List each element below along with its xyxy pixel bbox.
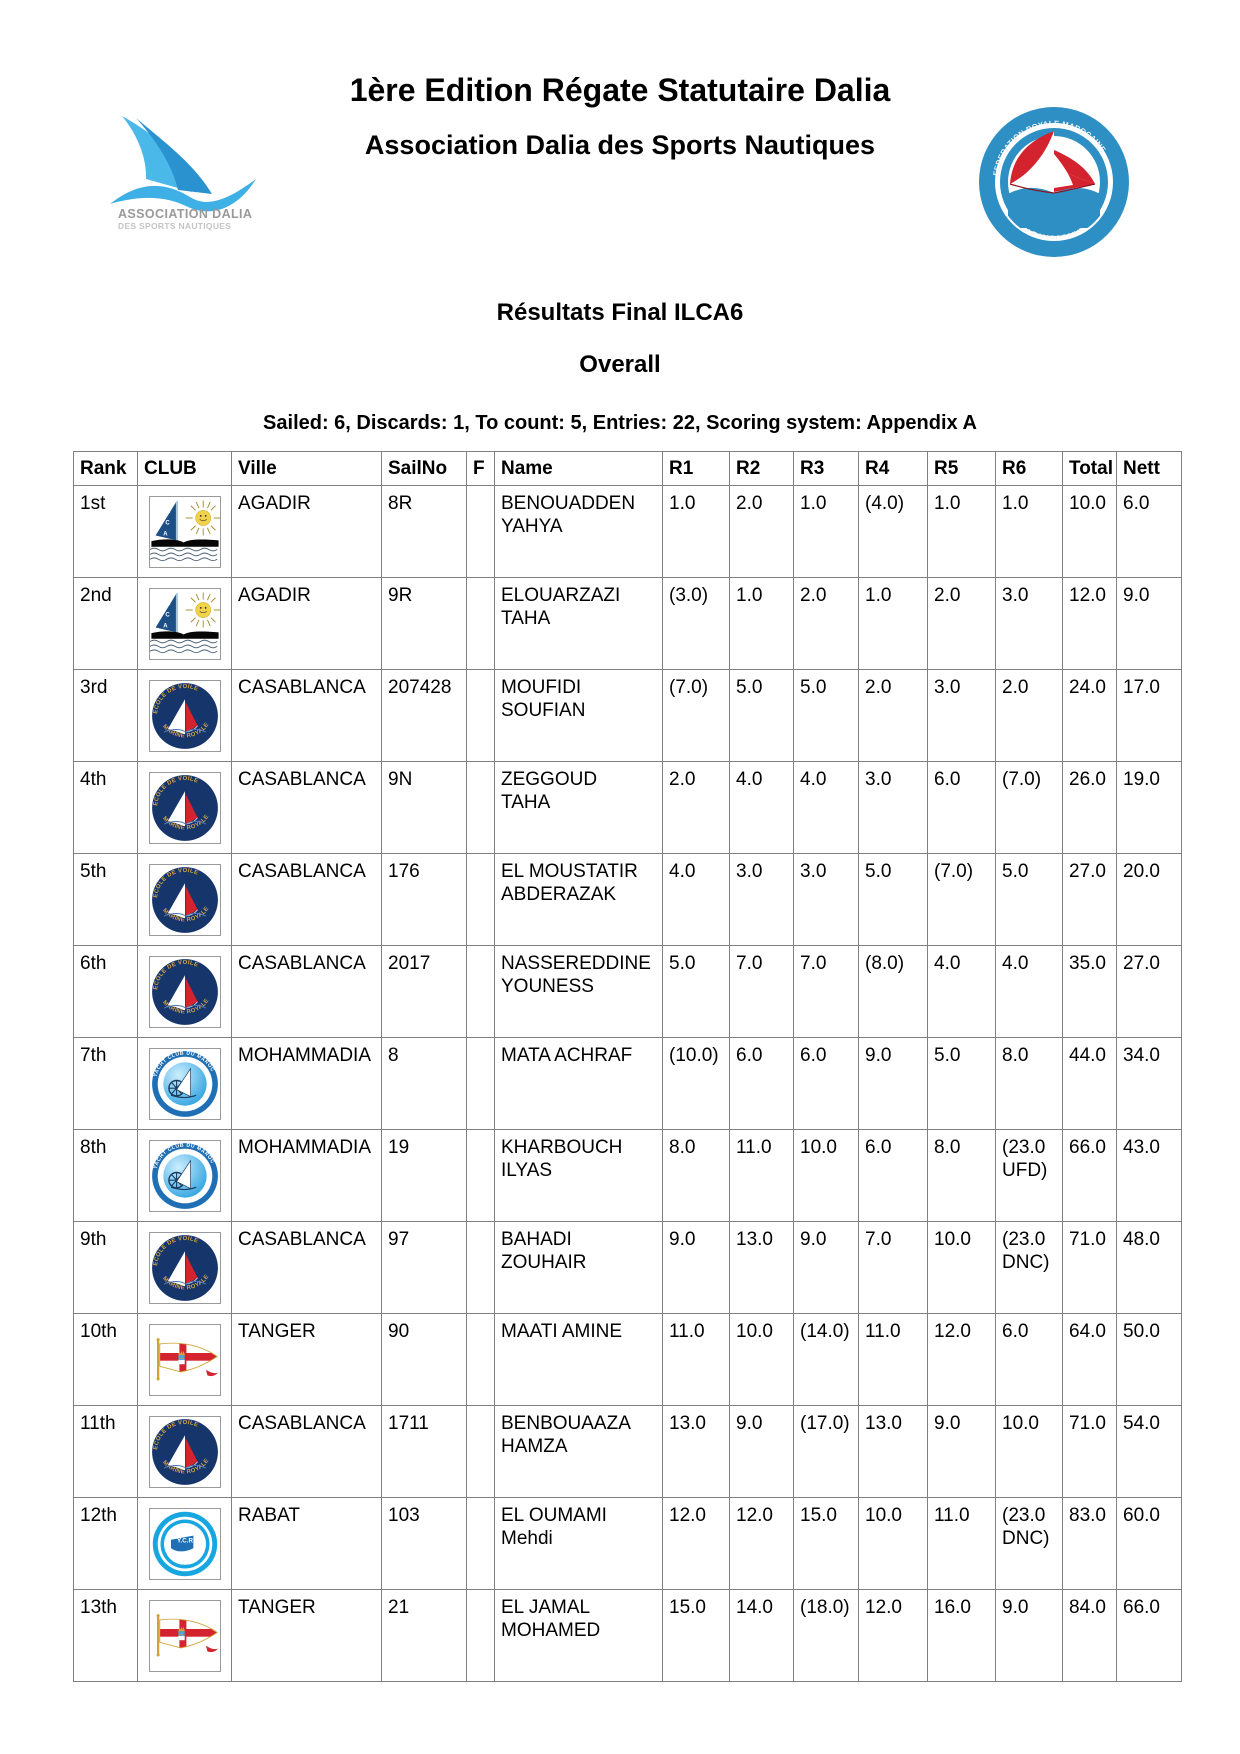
svg-text:DES SPORTS NAUTIQUES: DES SPORTS NAUTIQUES [118, 221, 231, 231]
svg-text:ASSOCIATION DALIA: ASSOCIATION DALIA [118, 207, 252, 221]
